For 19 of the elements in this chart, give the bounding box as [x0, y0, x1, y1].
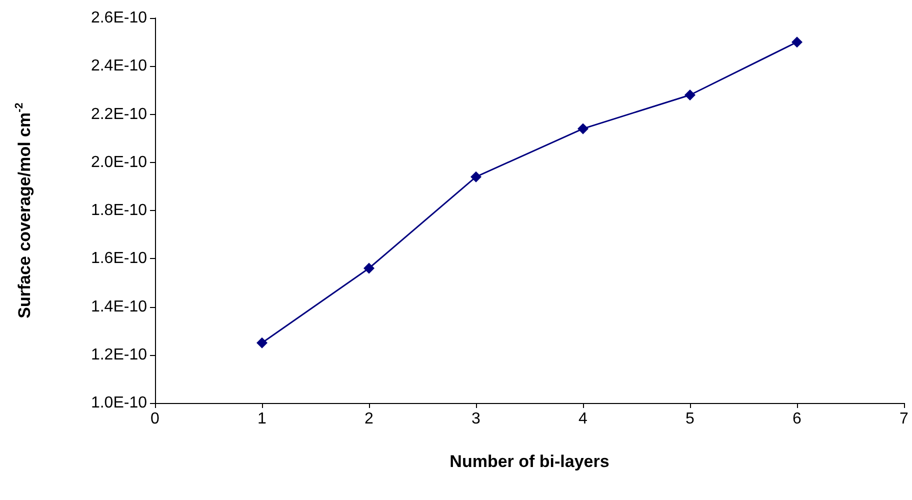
x-tick-label: 1	[258, 410, 267, 428]
x-tick-label: 5	[686, 410, 695, 428]
x-tick-label: 4	[578, 410, 588, 428]
x-tick-label: 3	[472, 410, 481, 428]
y-tick-label: 1.2E-10	[90, 346, 148, 364]
x-tick-label: 2	[364, 410, 374, 428]
y-tick-label: 1.4E-10	[90, 298, 148, 316]
x-tick-label: 7	[900, 410, 909, 428]
x-tick-label: 6	[792, 410, 802, 428]
y-tick-label: 2.2E-10	[90, 106, 148, 123]
y-tick-label: 1.0E-10	[90, 394, 148, 412]
x-axis-title: Number of bi-layers	[450, 452, 610, 471]
y-tick-label: 2.0E-10	[90, 154, 148, 171]
y-tick-label: 2.6E-10	[90, 10, 148, 26]
y-axis-title: Surface coverage/mol cm-2	[14, 102, 34, 318]
y-tick-label: 1.8E-10	[90, 202, 148, 219]
y-tick-label: 2.4E-10	[90, 58, 148, 75]
x-tick-label: 0	[150, 410, 160, 428]
y-tick-label: 1.6E-10	[90, 250, 148, 268]
